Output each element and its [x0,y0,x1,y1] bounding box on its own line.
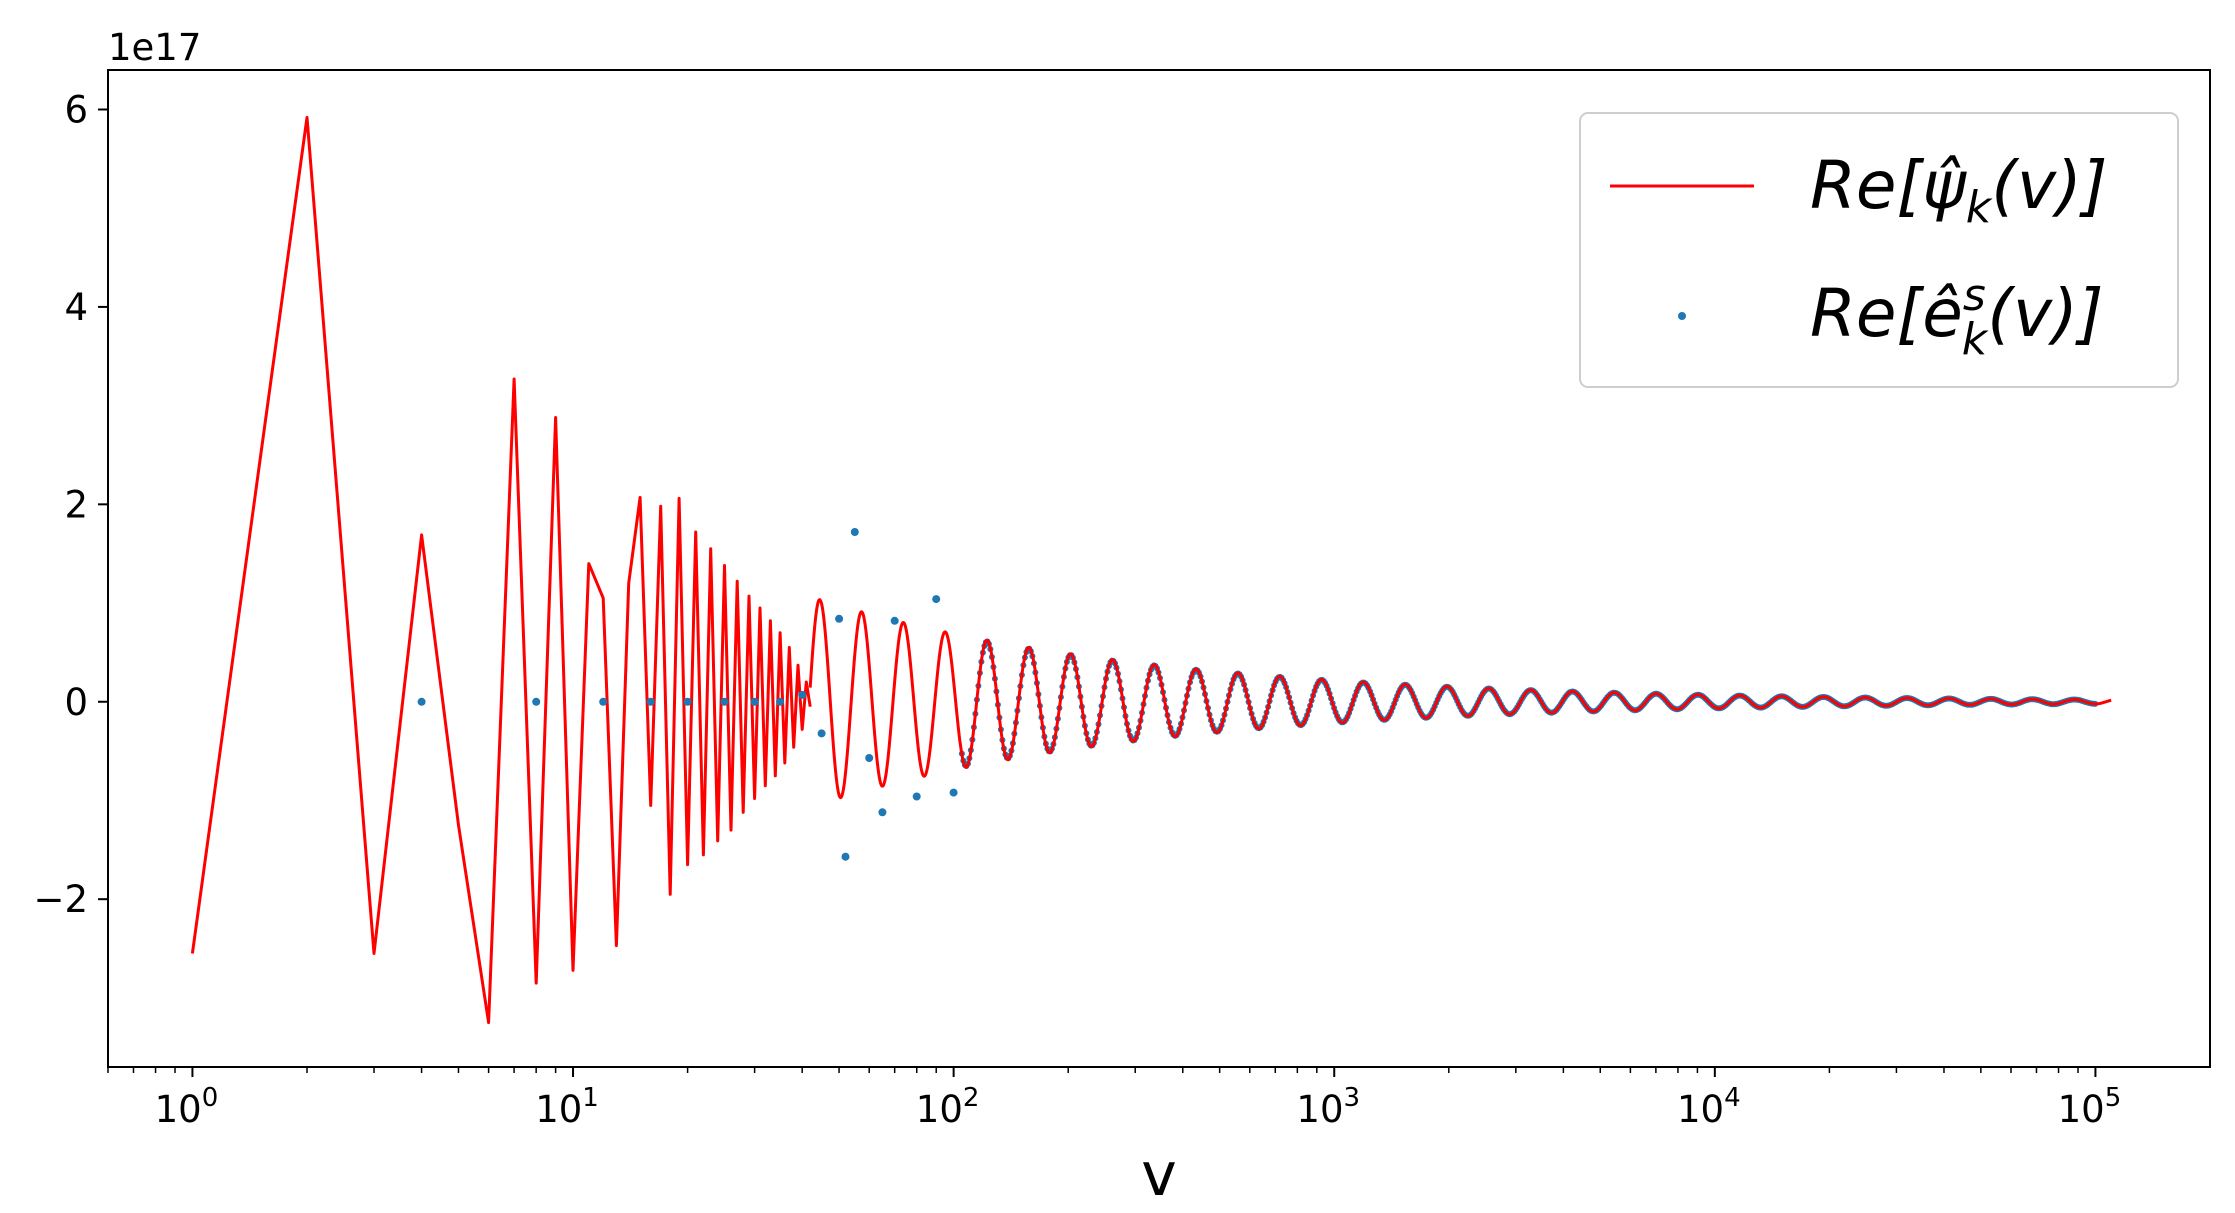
series-layer [190,115,2113,1025]
series-point [532,697,541,706]
x-tick-label: 101 [535,1083,599,1131]
series-point [646,697,655,706]
x-axis-label: v [1141,1140,1177,1210]
y-axis-ticks: −2 0 2 4 6 [33,88,108,921]
x-axis-ticks: 100 101 102 103 104 105 [107,1067,2122,1131]
x-tick-label: 104 [1677,1083,1741,1131]
series-point [932,595,941,604]
axes-frame [107,69,2211,1068]
y-tick-label: 0 [64,681,88,724]
x-tick-label: 103 [1296,1083,1360,1131]
x-tick-label: 105 [2058,1083,2122,1131]
series-point [865,754,874,762]
series-point [841,852,850,861]
series-point [720,697,729,706]
legend: Re[ψ̂k(v)] Re[ês k(v)] [1579,112,2179,388]
series-point [912,792,921,801]
y-offset-text: 1e17 [108,26,201,69]
series-point [417,697,426,706]
series-point [949,788,958,797]
legend-label-psi: Re[ψ̂k(v)] [1810,147,2108,233]
legend-dot-swatch [1678,312,1686,320]
series-point [798,690,807,699]
y-tick-label: 4 [64,286,88,329]
series-point [835,614,844,623]
series-line-tail [808,598,2113,800]
x-tick-label: 102 [916,1083,980,1131]
plot-area [107,69,2211,1068]
series-point [850,528,859,536]
y-tick-label: 6 [64,88,88,131]
series-point [817,729,826,738]
legend-label-e: Re[ês k(v)] [1810,270,2104,365]
series-line-0 [190,115,812,1025]
series-point [878,808,887,817]
y-tick-label: 2 [64,483,88,526]
legend-frame [1579,112,2179,388]
y-tick-label: −2 [33,878,88,921]
series-point [776,697,785,706]
series-point [750,697,759,706]
series-point [683,697,692,706]
series-point [890,616,899,625]
series-point [599,697,608,706]
x-tick-label: 100 [155,1083,219,1131]
